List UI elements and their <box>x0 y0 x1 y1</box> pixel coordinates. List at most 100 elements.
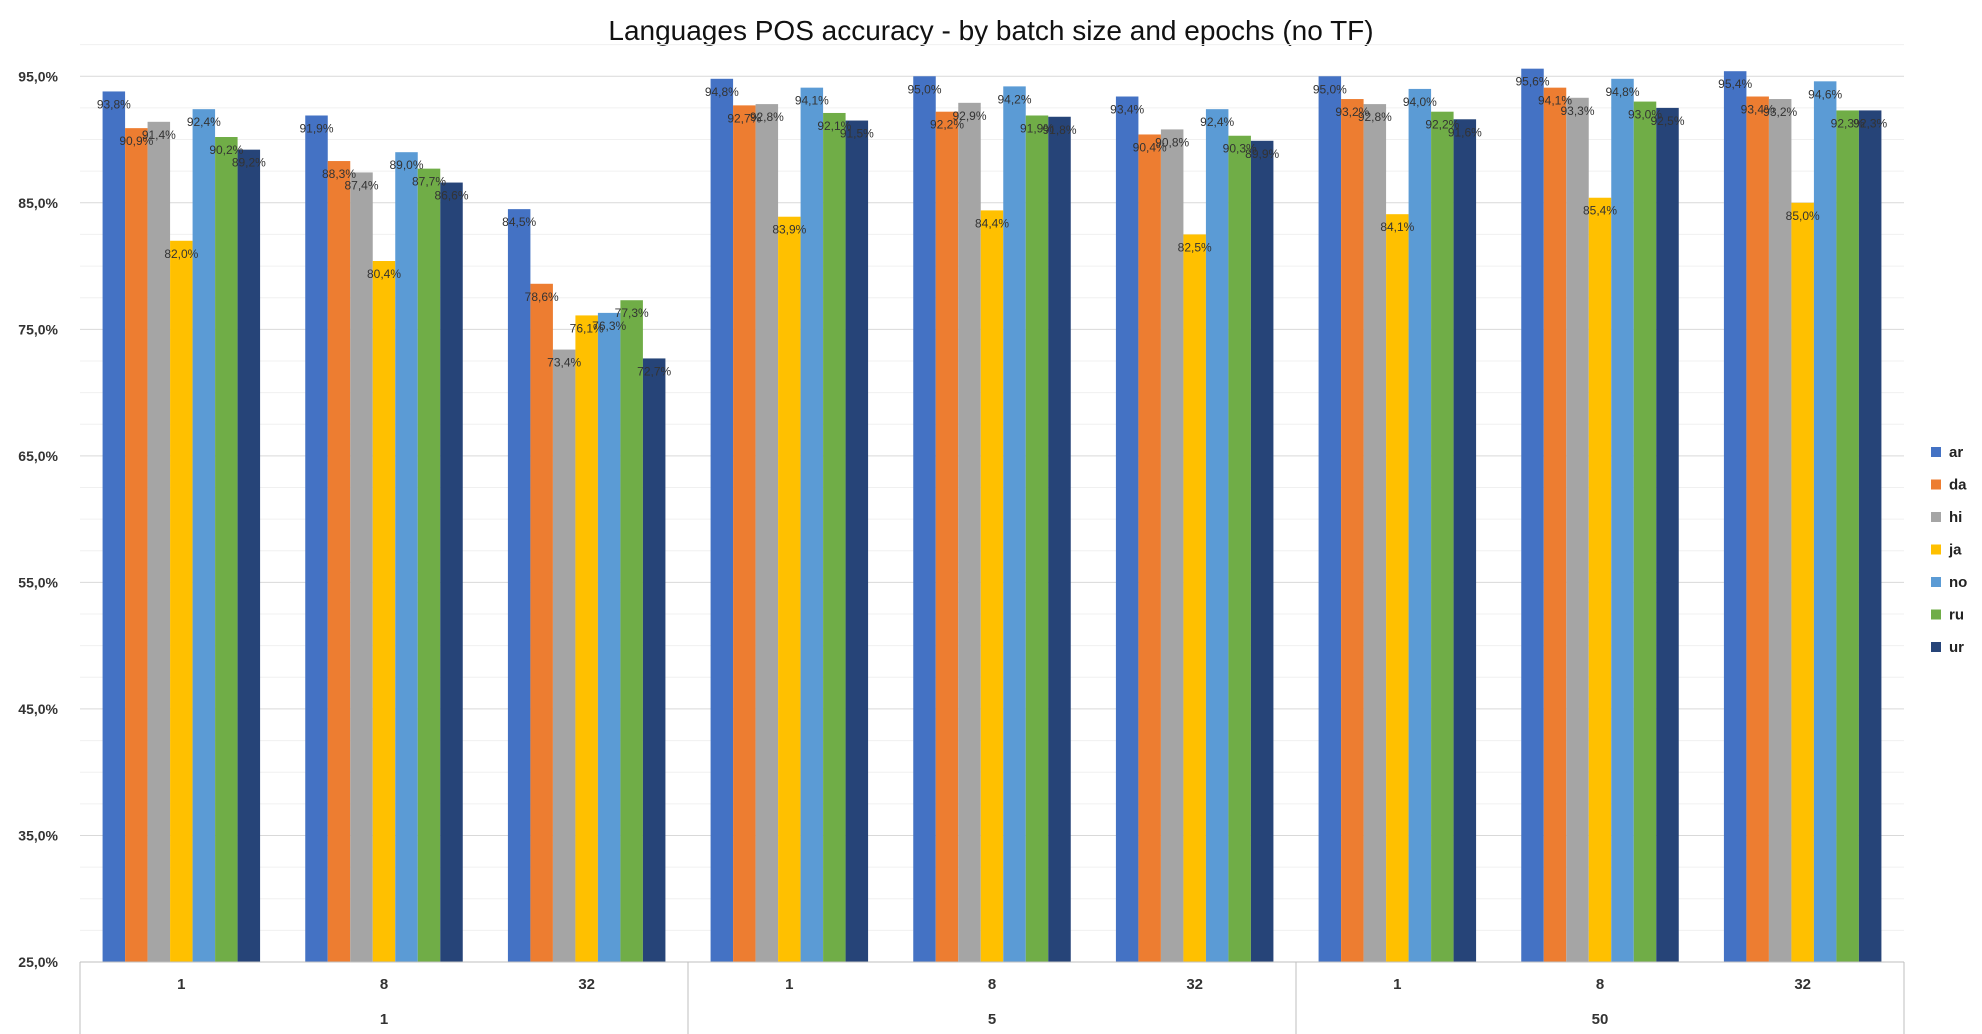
bar-ur-8 <box>1858 110 1882 962</box>
data-label-hi-1: 87,4% <box>344 178 378 192</box>
legend-swatch-no <box>1931 577 1941 587</box>
bar-ar-1 <box>305 115 328 962</box>
legend-swatch-ar <box>1931 447 1941 457</box>
data-label-no-2: 76,3% <box>592 319 626 333</box>
data-label-ja-5: 82,5% <box>1178 240 1212 254</box>
bar-ja-4 <box>980 210 1004 963</box>
data-label-ja-2: 76,1% <box>570 321 604 335</box>
data-label-ja-6: 84,1% <box>1380 220 1414 234</box>
data-label-ru-2: 77,3% <box>615 306 649 320</box>
epoch-group-label: 5 <box>988 1011 996 1028</box>
bar-no-4 <box>1003 86 1026 962</box>
bar-ru-3 <box>823 112 846 963</box>
data-label-da-4: 92,2% <box>930 118 964 132</box>
legend-swatch-ur <box>1931 642 1941 652</box>
bar-ur-2 <box>642 358 666 962</box>
data-label-hi-2: 73,4% <box>547 356 581 370</box>
x-tick-label: 32 <box>1186 976 1203 993</box>
data-label-ur-1: 86,6% <box>434 189 468 203</box>
bar-no-0 <box>192 109 216 962</box>
bar-da-5 <box>1138 134 1161 963</box>
data-label-ja-3: 83,9% <box>772 223 806 237</box>
bar-ar-8 <box>1723 71 1747 963</box>
data-label-da-2: 78,6% <box>525 290 559 304</box>
bar-da-1 <box>327 161 351 962</box>
bar-ur-6 <box>1453 119 1477 962</box>
data-label-da-7: 94,1% <box>1538 94 1572 108</box>
y-axis: 25,0% 35,0% 45,0% 55,0% 65,0% 75,0% 85,0% 95,0% <box>18 68 58 970</box>
legend-swatch-hi <box>1931 512 1941 522</box>
legend-label-da: da <box>1949 477 1967 494</box>
bar-no-8 <box>1813 81 1837 962</box>
data-label-da-6: 93,2% <box>1335 105 1369 119</box>
data-label-ru-3: 92,1% <box>817 119 851 133</box>
data-label-ja-8: 85,0% <box>1786 209 1820 223</box>
x-tick-label: 8 <box>988 976 996 993</box>
bar-da-2 <box>530 283 553 962</box>
bar-ru-1 <box>417 168 441 963</box>
data-label-ru-8: 92,3% <box>1831 116 1865 130</box>
bar-ja-1 <box>372 261 396 962</box>
x-tick-label: 32 <box>578 976 595 993</box>
bar-hi-6 <box>1363 104 1387 962</box>
data-label-ar-0: 93,8% <box>97 97 131 111</box>
data-label-ar-1: 91,9% <box>299 121 333 135</box>
bar-ja-2 <box>575 315 598 962</box>
data-label-ar-4: 95,0% <box>907 82 941 96</box>
bar-ur-3 <box>845 120 869 962</box>
bar-hi-4 <box>958 102 981 962</box>
data-label-ru-1: 87,7% <box>412 175 446 189</box>
x-tick-label: 8 <box>380 976 388 993</box>
x-tick-label: 32 <box>1794 976 1811 993</box>
bar-ur-7 <box>1656 107 1679 962</box>
data-label-ar-8: 95,4% <box>1718 77 1752 91</box>
legend-swatch-ja <box>1931 544 1941 555</box>
bar-no-1 <box>395 152 418 963</box>
data-label-hi-5: 90,8% <box>1155 135 1189 149</box>
data-label-ar-6: 95,0% <box>1313 82 1347 96</box>
data-label-ur-0: 89,2% <box>232 156 266 170</box>
data-label-ja-0: 82,0% <box>164 247 198 261</box>
bar-no-5 <box>1205 109 1229 962</box>
data-label-da-8: 93,4% <box>1741 103 1775 117</box>
y-tick-label: 35,0% <box>18 827 58 843</box>
data-labels: 93,8% 91,9% 84,5% 94,8% 95,0% 93,4% 95,0% 95,6%… <box>97 75 1888 379</box>
data-label-ur-6: 91,6% <box>1448 125 1482 139</box>
bar-ru-5 <box>1228 135 1251 963</box>
bar-ja-6 <box>1386 214 1409 963</box>
y-tick-label: 25,0% <box>18 954 58 970</box>
data-label-ru-0: 90,2% <box>209 143 243 157</box>
bar-no-7 <box>1611 78 1634 962</box>
data-label-hi-8: 93,2% <box>1763 105 1797 119</box>
bar-ja-8 <box>1791 202 1814 963</box>
bar-ja-7 <box>1588 197 1612 963</box>
data-label-ru-5: 90,3% <box>1223 142 1257 156</box>
data-label-ur-8: 92,3% <box>1853 116 1887 130</box>
x-tick-label: 1 <box>177 976 185 993</box>
epoch-group-label: 1 <box>380 1011 388 1028</box>
bar-hi-1 <box>350 172 373 962</box>
bar-ur-4 <box>1048 116 1071 963</box>
chart-title: Languages POS accuracy - by batch size a… <box>608 15 1373 46</box>
y-tick-label: 65,0% <box>18 448 58 464</box>
data-label-ur-3: 91,5% <box>840 127 874 141</box>
x-axis: 1 8 32 1 8 32 1 8 32 1 5 50 <box>79 961 1905 1034</box>
legend-label-ur: ur <box>1949 639 1964 656</box>
bar-ru-4 <box>1025 115 1049 962</box>
bar-hi-8 <box>1768 99 1792 962</box>
bar-ru-2 <box>620 300 643 962</box>
data-label-ur-7: 92,5% <box>1650 114 1684 128</box>
data-label-ja-4: 84,4% <box>975 216 1009 230</box>
data-label-da-1: 88,3% <box>322 167 356 181</box>
epoch-group-label: 50 <box>1592 1011 1609 1028</box>
data-label-ur-4: 91,8% <box>1042 123 1076 137</box>
bar-da-4 <box>935 111 959 963</box>
data-label-hi-6: 92,8% <box>1358 110 1392 124</box>
legend-label-no: no <box>1949 574 1967 591</box>
data-label-no-7: 94,8% <box>1605 85 1639 99</box>
legend-swatch-da <box>1931 479 1941 490</box>
bar-ur-1 <box>440 182 463 962</box>
bar-ur-0 <box>237 149 261 962</box>
data-label-ru-7: 93,0% <box>1628 108 1662 122</box>
